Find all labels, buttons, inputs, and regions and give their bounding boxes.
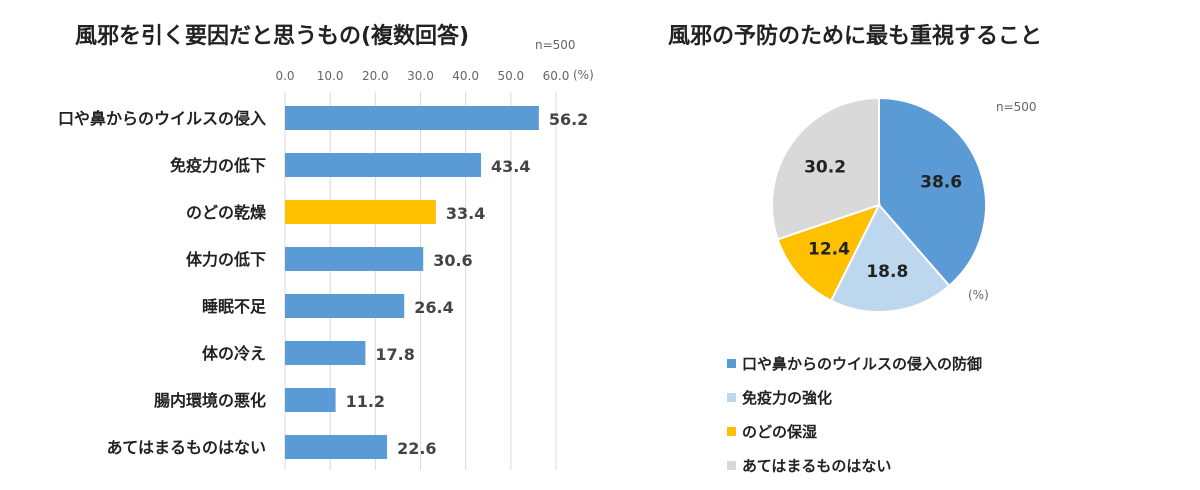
x-tick-label: 60.0: [543, 69, 570, 83]
category-label: のどの乾燥: [186, 203, 267, 222]
category-label: 睡眠不足: [202, 297, 267, 316]
data-label: 30.6: [433, 251, 472, 270]
slice-label: 38.6: [920, 173, 962, 193]
pie-slice: [771, 96, 880, 241]
bar: [285, 247, 424, 271]
category-label: あてはまるものはない: [107, 438, 266, 457]
x-tick-label: 30.0: [407, 69, 434, 83]
category-label: 口や鼻からのウイルスの侵入: [58, 109, 266, 128]
bar: [285, 341, 366, 365]
legend-swatch: [727, 427, 736, 436]
category-label: 腸内環境の悪化: [154, 391, 266, 410]
bar: [285, 435, 388, 459]
data-label: 43.4: [491, 157, 530, 176]
pie-slice: [878, 96, 987, 288]
x-tick-label: 0.0: [275, 69, 294, 83]
bar-chart-unit: (%): [573, 68, 594, 82]
bar: [285, 294, 405, 318]
legend-swatch: [727, 393, 736, 402]
x-tick-label: 40.0: [452, 69, 479, 83]
bar-chart-sample-size: n=500: [535, 38, 576, 52]
legend-label: 口や鼻からのウイルスの侵入の防御: [742, 355, 983, 373]
legend-label: のどの保湿: [742, 423, 818, 441]
x-tick-label: 20.0: [362, 69, 389, 83]
bar-chart-title: 風邪を引く要因だと思うもの(複数回答): [75, 24, 470, 49]
data-label: 56.2: [549, 110, 588, 129]
legend-item: 免疫力の強化: [727, 387, 832, 408]
bar: [285, 153, 482, 177]
legend-label: 免疫力の強化: [742, 389, 833, 407]
pie-chart-title: 風邪の予防のために最も重視すること: [668, 24, 1043, 49]
legend-item: のどの保湿: [727, 421, 817, 442]
data-label: 22.6: [397, 439, 436, 458]
data-label: 33.4: [446, 204, 485, 223]
legend-label: あてはまるものはない: [742, 457, 892, 475]
slice-label: 18.8: [866, 262, 908, 282]
x-tick-label: 50.0: [497, 69, 524, 83]
x-tick-label: 10.0: [317, 69, 344, 83]
pie-slice: [829, 203, 951, 313]
legend-swatch: [727, 461, 736, 470]
data-label: 17.8: [375, 345, 414, 364]
category-label: 体の冷え: [202, 344, 266, 363]
data-label: 26.4: [414, 298, 453, 317]
legend-item: あてはまるものはない: [727, 455, 891, 476]
bar: [285, 200, 436, 224]
legend-item: 口や鼻からのウイルスの侵入の防御: [727, 353, 982, 374]
category-label: 免疫力の低下: [170, 156, 266, 175]
bar: [285, 106, 539, 130]
slice-label: 12.4: [808, 240, 850, 260]
bar: [285, 388, 336, 412]
pie-chart-unit: (%): [968, 288, 989, 302]
slice-label: 30.2: [804, 157, 846, 177]
pie-slice: [776, 203, 881, 302]
legend-swatch: [727, 359, 736, 368]
pie-chart-sample-size: n=500: [996, 100, 1037, 114]
category-label: 体力の低下: [186, 250, 266, 269]
data-label: 11.2: [346, 392, 385, 411]
